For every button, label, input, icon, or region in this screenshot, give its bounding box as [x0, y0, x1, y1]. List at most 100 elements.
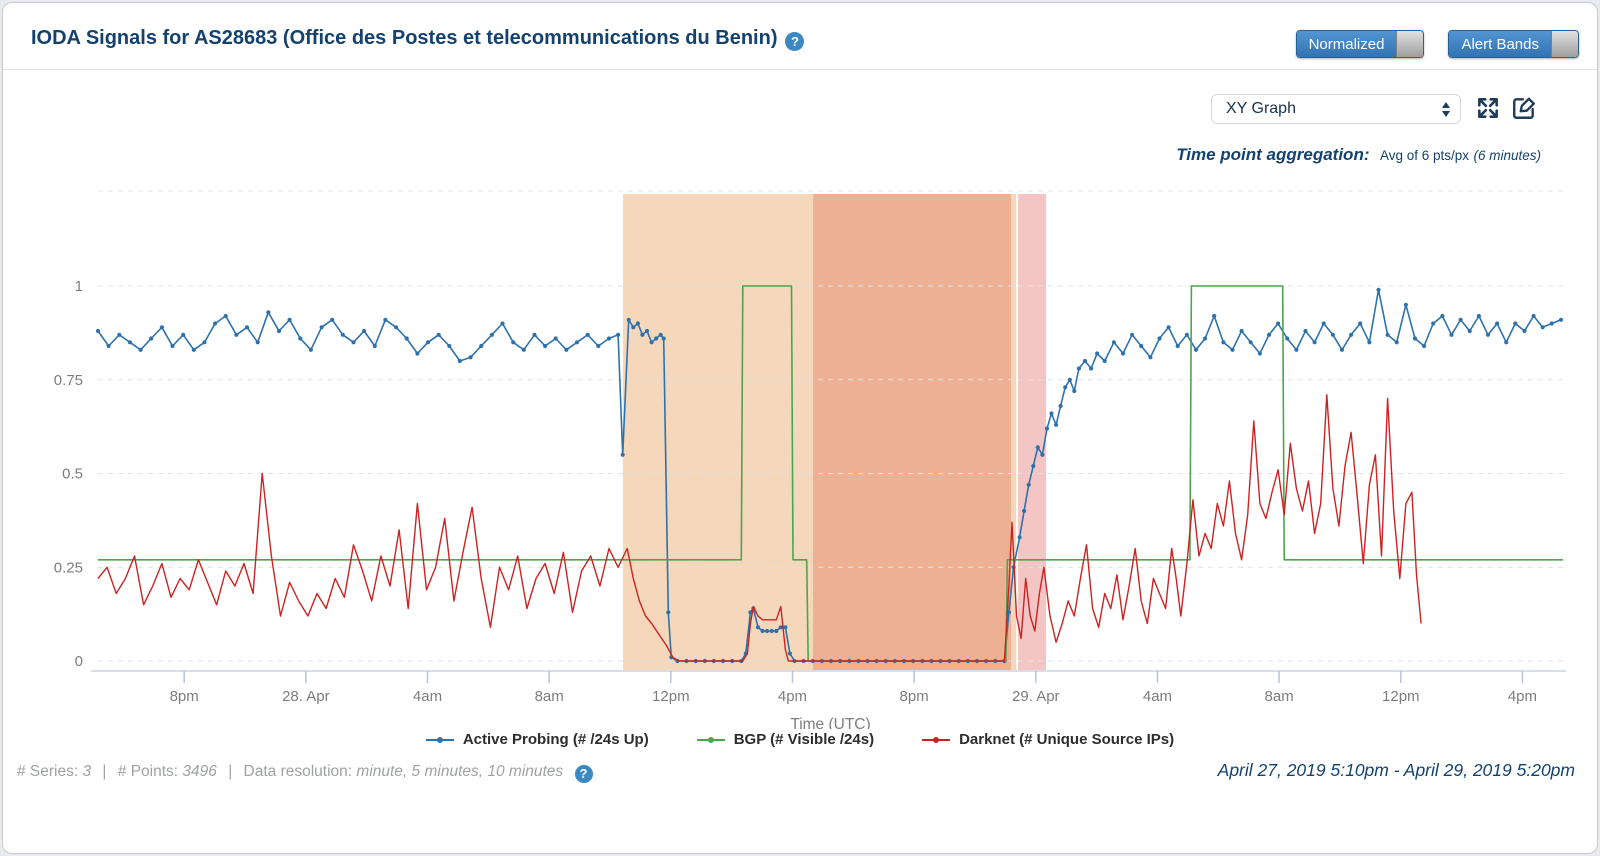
data-point: [511, 340, 516, 345]
alert-bands-layer: [622, 194, 1047, 670]
chart-stats: # Series: 3 | # Points: 3496 | Data reso…: [17, 763, 593, 783]
data-point: [1394, 340, 1399, 345]
stats-help-icon[interactable]: ?: [574, 765, 593, 783]
data-point: [1558, 317, 1564, 322]
header-divider: [3, 69, 1597, 70]
data-point: [106, 343, 111, 349]
data-point: [1076, 366, 1081, 371]
data-point: [436, 332, 441, 337]
x-tick-label: 8pm: [170, 688, 199, 705]
data-point: [1203, 336, 1208, 341]
data-point: [351, 340, 356, 345]
normalized-toggle-knob-icon[interactable]: [1396, 31, 1424, 57]
data-point: [778, 625, 783, 630]
data-point: [1449, 332, 1454, 337]
fullscreen-icon[interactable]: [1475, 95, 1501, 121]
data-point: [787, 651, 793, 656]
data-point: [149, 336, 154, 341]
data-point: [606, 336, 612, 341]
data-point: [1058, 403, 1063, 409]
data-point: [223, 313, 228, 319]
data-point: [616, 332, 621, 337]
data-point: [1040, 452, 1045, 457]
legend-item-active-probing[interactable]: Active Probing (# /24s Up): [425, 731, 649, 748]
data-point: [774, 628, 779, 634]
alert-bands-toggle-label: Alert Bands: [1449, 31, 1551, 57]
data-point: [1175, 343, 1180, 349]
data-point: [319, 325, 324, 330]
data-point: [626, 317, 631, 322]
legend-label: Active Probing (# /24s Up): [462, 731, 649, 748]
data-point: [564, 347, 569, 352]
series-darknet: [97, 394, 1422, 662]
x-tick-label: 4am: [1143, 688, 1172, 705]
data-point: [1111, 340, 1116, 345]
data-point: [783, 625, 788, 630]
data-point: [755, 625, 761, 630]
alert-bands-toggle[interactable]: Alert Bands: [1448, 30, 1579, 58]
chart-type-select[interactable]: XY Graph: [1211, 94, 1461, 124]
data-point: [1082, 358, 1088, 364]
series-label: # Series:: [17, 763, 79, 780]
data-point: [666, 610, 671, 615]
data-point: [543, 343, 548, 349]
data-point: [1412, 336, 1418, 341]
legend-item-darknet[interactable]: Darknet (# Unique Source IPs): [922, 731, 1174, 748]
x-tick-label: 8am: [1265, 688, 1294, 705]
alert-bands-toggle-knob-icon[interactable]: [1551, 31, 1578, 57]
x-axis-title: Time (UTC): [790, 716, 870, 729]
legend-item-bgp[interactable]: BGP (# Visible /24s): [696, 731, 874, 748]
data-point: [760, 628, 765, 634]
data-point: [383, 317, 388, 322]
data-point: [244, 325, 250, 330]
data-point: [661, 336, 666, 341]
normalized-toggle[interactable]: Normalized: [1295, 30, 1425, 58]
resolution-label: Data resolution:: [243, 763, 353, 780]
data-point: [1095, 351, 1100, 356]
title-help-icon[interactable]: ?: [785, 32, 805, 51]
data-point: [1239, 328, 1244, 334]
data-point: [1230, 347, 1235, 352]
data-point: [1549, 321, 1554, 326]
data-point: [1063, 385, 1068, 390]
data-point: [1035, 445, 1040, 450]
data-point: [1130, 332, 1135, 337]
data-point: [1531, 313, 1536, 319]
y-tick-label: 1: [75, 278, 83, 295]
data-point: [479, 343, 484, 349]
signals-chart[interactable]: 0 0.25 0.5 0.75 1 8pm 28. Apr 4am 8am 12pm 4pm 8pm 2…: [3, 173, 1597, 729]
data-point: [1312, 340, 1317, 345]
separator: |: [228, 763, 233, 780]
data-point: [1139, 343, 1144, 349]
aggregation-note: (6 minutes): [1473, 148, 1541, 163]
data-point: [1367, 340, 1372, 345]
y-tick-label: 0: [75, 653, 83, 670]
data-point: [1049, 411, 1054, 416]
data-point: [640, 332, 645, 337]
data-point: [553, 336, 558, 341]
normalized-toggle-label: Normalized: [1296, 31, 1397, 57]
data-point: [1513, 321, 1518, 326]
data-point: [1044, 426, 1050, 431]
legend-label: Darknet (# Unique Source IPs): [959, 731, 1175, 748]
data-point: [644, 328, 650, 334]
data-point: [1495, 321, 1500, 326]
data-point: [1285, 336, 1290, 341]
data-point: [532, 332, 537, 337]
aggregation-value: Avg of 6 pts/px: [1379, 148, 1470, 163]
data-point: [127, 340, 132, 345]
y-tick-label: 0.75: [54, 372, 83, 389]
edit-chart-icon[interactable]: [1511, 95, 1537, 121]
data-point: [489, 332, 494, 337]
data-point: [266, 310, 271, 315]
x-tick-label: 12pm: [652, 688, 690, 705]
data-point: [457, 358, 462, 364]
data-point: [1184, 332, 1189, 337]
aggregation-label: Time point aggregation:: [1176, 145, 1370, 164]
x-tick-label: 8pm: [900, 688, 929, 705]
page-title: IODA Signals for AS28683 (Office des Pos…: [31, 27, 805, 51]
data-point: [1022, 508, 1027, 514]
data-point: [1385, 332, 1390, 337]
data-point: [1276, 321, 1281, 326]
